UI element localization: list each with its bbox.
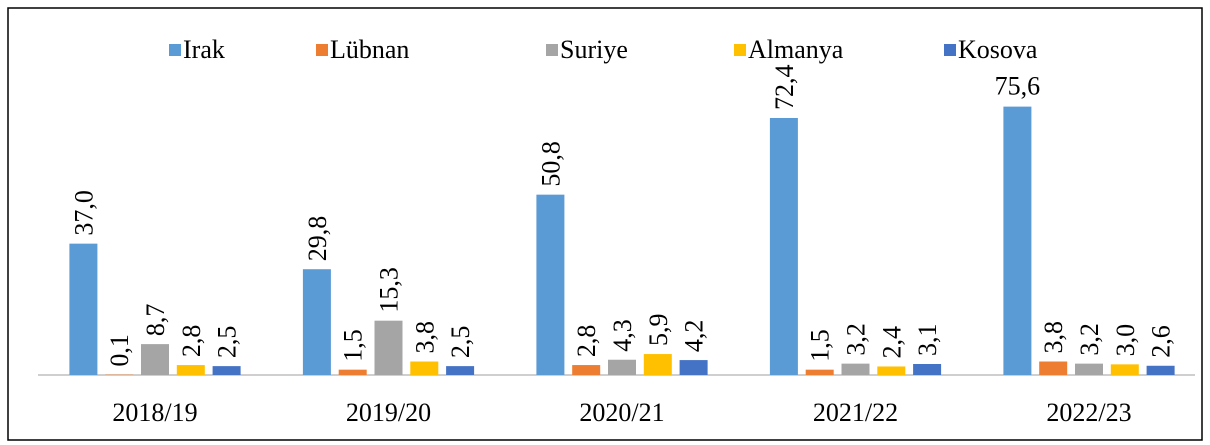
bar [913, 363, 942, 375]
bar [877, 366, 906, 375]
bar [1110, 364, 1139, 375]
data-label: 1,5 [339, 329, 368, 362]
bar [1003, 106, 1032, 376]
data-label: 2,5 [446, 326, 475, 359]
bar [805, 369, 834, 375]
bar [769, 117, 798, 375]
data-label: 3,2 [1075, 323, 1104, 356]
data-label: 3,2 [842, 323, 871, 356]
x-tick-label: 2020/21 [579, 398, 664, 427]
legend-label: Kosova [958, 35, 1038, 64]
legend-swatch [734, 44, 746, 56]
bar [1039, 361, 1068, 375]
data-label: 3,0 [1111, 324, 1140, 357]
data-label: 29,8 [303, 216, 332, 262]
legend-label: Irak [183, 35, 225, 64]
bar [679, 360, 708, 375]
data-label: 2,8 [572, 325, 601, 358]
bar [1075, 363, 1103, 375]
data-label: 4,3 [608, 319, 637, 352]
bar [1146, 365, 1175, 375]
data-label: 3,8 [1039, 321, 1068, 354]
data-label: 2,4 [877, 326, 906, 359]
x-tick-label: 2019/20 [346, 398, 431, 427]
data-label: 2,8 [177, 325, 206, 358]
x-tick-label: 2018/19 [112, 398, 197, 427]
bar [572, 365, 601, 375]
bar [302, 269, 331, 375]
bar [176, 365, 205, 375]
data-label: 2,5 [213, 326, 242, 359]
data-label: 3,1 [913, 323, 942, 356]
data-label: 5,9 [644, 314, 673, 347]
data-label: 75,6 [995, 72, 1041, 101]
data-label: 1,5 [806, 329, 835, 362]
legend-label: Almanya [748, 35, 844, 64]
bar [374, 320, 403, 375]
data-label: 72,4 [770, 64, 799, 110]
legend-swatch [944, 44, 956, 56]
legend-swatch [169, 44, 181, 56]
legend-swatch [316, 44, 328, 56]
data-label: 0,1 [105, 334, 134, 367]
bar [212, 366, 241, 375]
x-tick-label: 2021/22 [813, 398, 898, 427]
data-label: 8,7 [141, 304, 170, 337]
legend-label: Lübnan [330, 35, 409, 64]
legend-swatch [546, 44, 558, 56]
legend-label: Suriye [560, 35, 628, 64]
bar [338, 369, 367, 375]
bar [536, 194, 565, 375]
data-label: 37,0 [69, 190, 98, 236]
bar [643, 354, 672, 375]
data-label: 3,8 [410, 321, 439, 354]
data-label: 2,6 [1147, 325, 1176, 358]
x-tick-label: 2022/23 [1046, 398, 1131, 427]
bar [608, 359, 636, 375]
data-label: 4,2 [680, 320, 709, 353]
bar [446, 366, 475, 375]
bar [841, 363, 870, 375]
data-label: 50,8 [536, 141, 565, 187]
data-label: 15,3 [375, 267, 404, 313]
bar [69, 243, 98, 375]
chart-frame [7, 7, 1203, 441]
bar [410, 361, 439, 375]
bar [141, 344, 169, 375]
